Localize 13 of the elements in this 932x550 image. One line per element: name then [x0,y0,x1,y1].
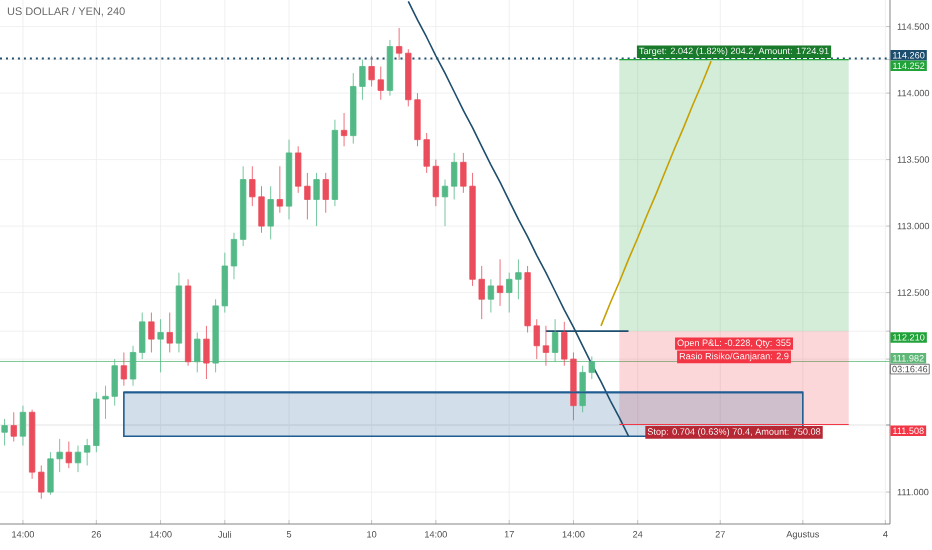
candlestick [194,332,201,373]
candlestick [313,172,320,227]
candlestick [1,418,8,446]
candlestick [267,185,274,240]
line-series [600,60,712,327]
candlestick [148,312,155,353]
candlestick [65,441,72,469]
candlestick [157,318,164,373]
candlestick [276,165,283,214]
candlestick [203,325,210,380]
candlestick [166,312,173,353]
candlestick [10,411,17,442]
candlestick [322,172,329,214]
